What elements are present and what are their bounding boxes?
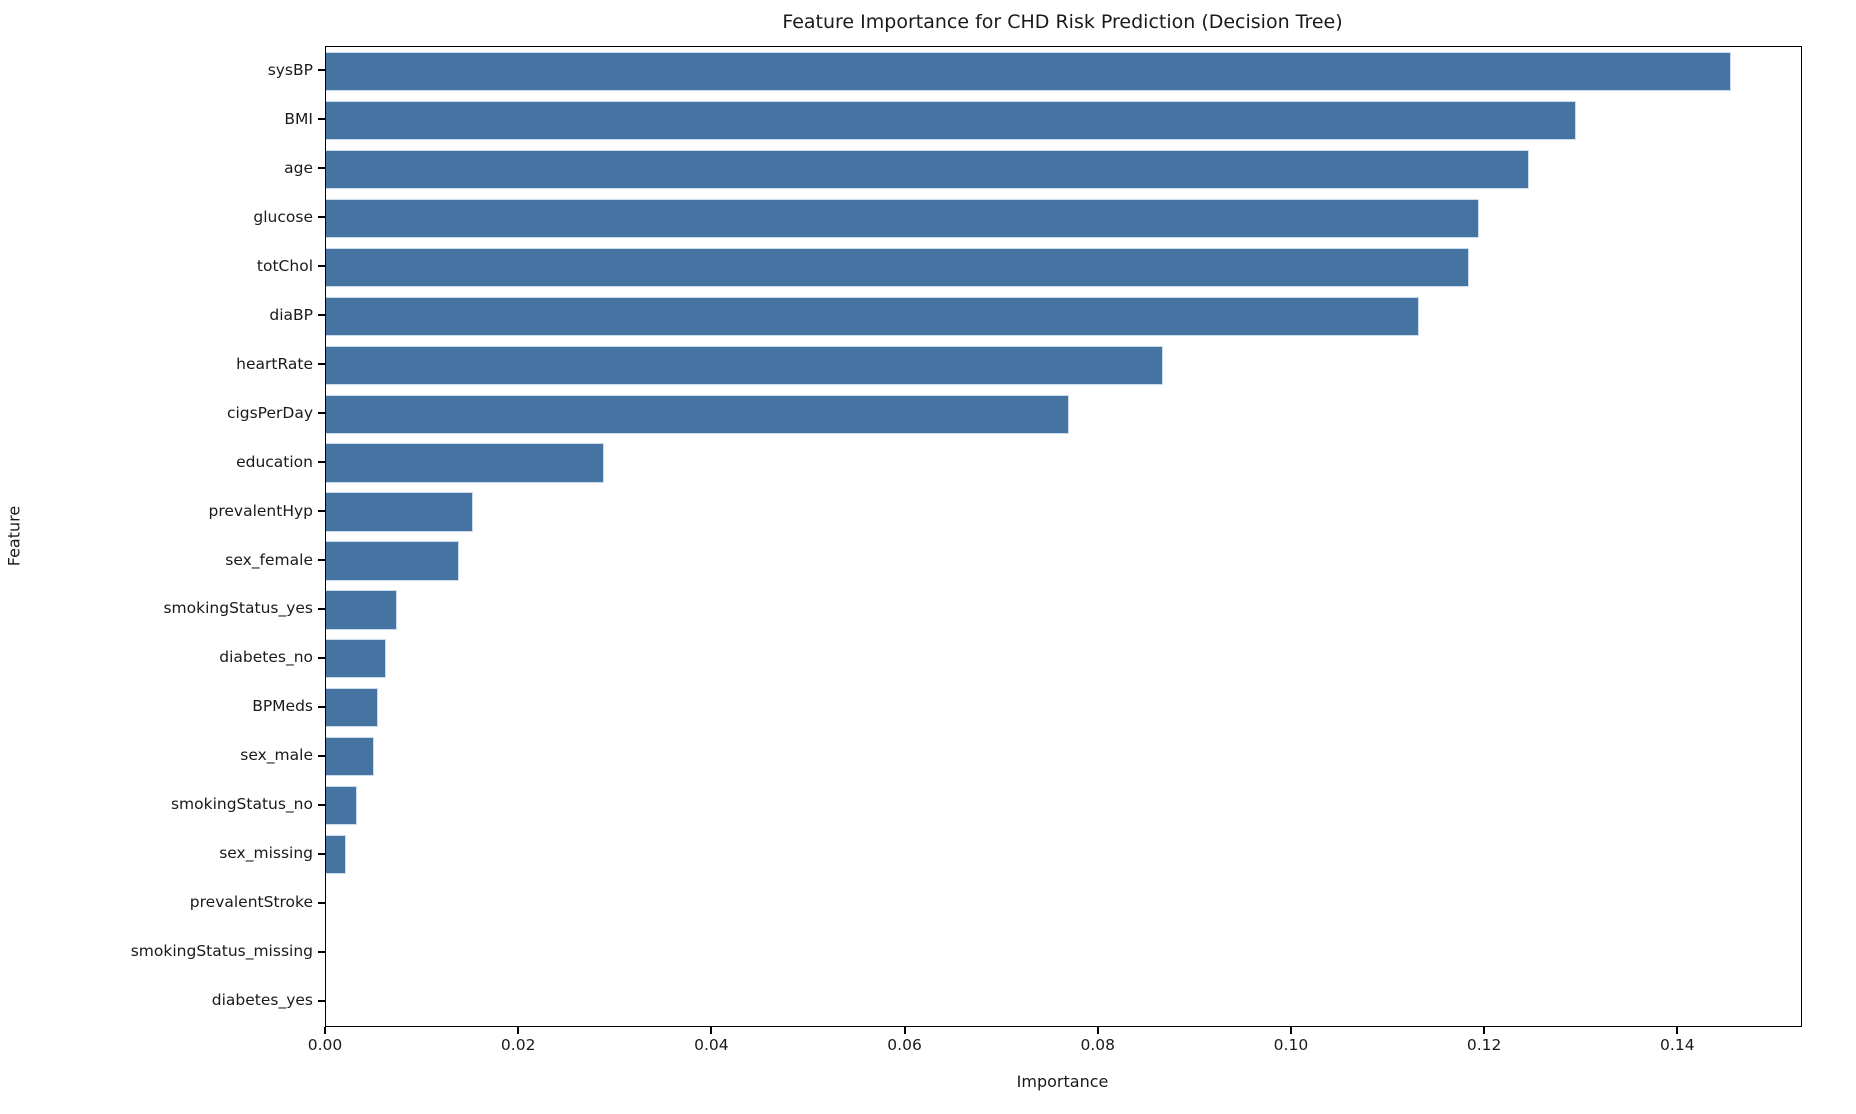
y-tick-mark [318,656,325,659]
x-tick-label-0.00: 0.00 [307,1036,343,1054]
y-tick-mark [318,558,325,561]
y-tick-label-smokingStatus_yes: smokingStatus_yes [163,599,313,618]
bar-diabetes_no [326,639,386,679]
x-tick-label-0.12: 0.12 [1466,1036,1502,1054]
bar-age [326,149,1529,189]
y-tick-label-prevalentStroke: prevalentStroke [189,893,313,912]
bar-smokingStatus_yes [326,590,397,630]
y-tick-label-diabetes_no: diabetes_no [219,648,313,667]
y-tick-mark [318,803,325,806]
x-tick-label-0.02: 0.02 [500,1036,536,1054]
x-tick-label-0.08: 0.08 [1080,1036,1115,1054]
y-tick-mark [318,118,325,121]
y-tick-label-diaBP: diaBP [269,305,313,324]
y-tick-mark [318,216,325,219]
y-tick-mark [318,265,325,268]
x-tick-label-0.10: 0.10 [1273,1036,1309,1054]
x-tick-mark-0.06 [903,1026,906,1034]
x-tick-mark-0.10 [1289,1026,1292,1034]
y-tick-mark [318,314,325,317]
y-tick-mark [318,363,325,366]
y-tick-mark [318,607,325,610]
y-tick-mark [318,69,325,72]
x-tick-mark-0.02 [517,1026,520,1034]
y-tick-label-education: education [236,452,313,471]
bar-BMI [326,100,1576,140]
x-tick-mark-0.04 [710,1026,713,1034]
y-tick-mark [318,950,325,953]
bar-BPMeds [326,688,379,728]
y-tick-mark [318,461,325,464]
x-tick-label-0.04: 0.04 [694,1036,729,1054]
y-tick-label-BMI: BMI [284,109,313,128]
y-tick-mark [318,999,325,1002]
chart-title: Feature Importance for CHD Risk Predicti… [782,11,1343,33]
y-tick-label-totChol: totChol [256,256,313,275]
bar-prevalentHyp [326,492,473,532]
y-tick-mark [318,167,325,170]
bar-sex_female [326,541,460,581]
y-tick-label-prevalentHyp: prevalentHyp [208,501,314,520]
y-tick-label-gutter: sysBP BMI age glucose totChol diaBP heartRate c… [0,46,313,1025]
bar-cigsPerDay [326,394,1069,434]
y-tick-mark [318,852,325,855]
bar-sysBP [326,51,1732,92]
y-tick-mark [318,705,325,708]
x-tick-mark-0.12 [1483,1026,1486,1034]
y-tick-label-diabetes_yes: diabetes_yes [211,991,313,1010]
x-axis-title: Importance [1016,1072,1109,1091]
y-tick-mark [318,510,325,513]
y-tick-label-cigsPerDay: cigsPerDay [226,403,313,422]
bar-sex_missing [326,835,347,875]
bar-totChol [326,247,1469,287]
y-tick-label-sex_male: sex_male [240,746,313,765]
plot-area [325,46,1802,1027]
x-tick-mark-0.00 [324,1026,326,1034]
y-tick-label-smokingStatus_missing: smokingStatus_missing [130,942,313,961]
y-tick-label-BPMeds: BPMeds [252,697,313,716]
bar-education [326,443,605,483]
y-tick-label-smokingStatus_no: smokingStatus_no [170,795,313,814]
y-tick-mark [318,901,325,904]
y-tick-label-sex_missing: sex_missing [219,844,313,863]
y-tick-label-heartRate: heartRate [236,354,313,373]
bar-smokingStatus_no [326,786,357,826]
bar-diaBP [326,296,1420,336]
bar-sex_male [326,737,375,777]
x-tick-mark-0.14 [1676,1026,1679,1034]
y-tick-mark [318,412,325,415]
x-tick-label-0.14: 0.14 [1660,1036,1695,1054]
x-tick-mark-0.08 [1096,1026,1099,1034]
y-tick-label-sex_female: sex_female [225,550,313,569]
y-tick-label-age: age [284,158,313,177]
y-tick-label-glucose: glucose [253,207,313,226]
y-tick-mark [318,754,325,757]
y-tick-label-sysBP: sysBP [267,61,313,79]
x-tick-label-0.06: 0.06 [887,1036,922,1054]
bar-heartRate [326,345,1164,385]
bar-glucose [326,198,1480,238]
